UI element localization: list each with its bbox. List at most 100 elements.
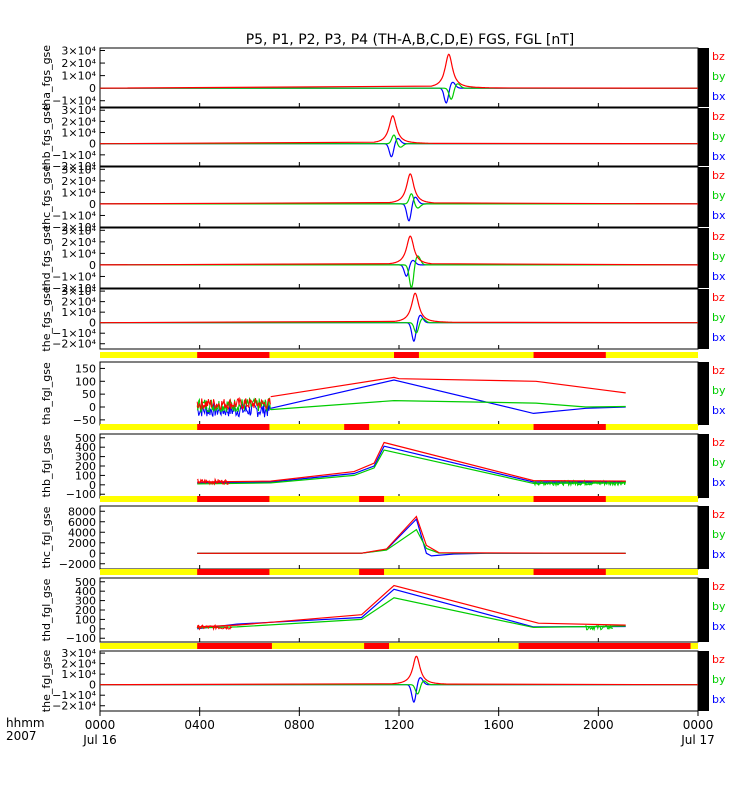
legend-bx: bx [712,150,726,163]
panel-side-strip [698,506,709,569]
mode-bar-background [100,496,698,502]
series-bz-noise [196,396,271,411]
series-by [197,449,626,485]
y-tick-label: 400 [75,585,96,598]
panel-frame [99,288,699,350]
legend-by: by [712,600,726,613]
panel-side-strip [698,578,709,642]
legend-bx: bx [712,90,726,103]
y-tick-label: −100 [66,488,96,501]
y-tick-label: 0 [89,623,96,636]
start-date-label: Jul 16 [82,733,117,747]
y-axis-label: the_fgl_gse [40,650,53,713]
y-tick-label: 1×10⁴ [61,127,96,140]
time-tick-label: 1600 [483,718,514,732]
y-axis-label: thb_fgs_gse [40,104,53,170]
series-bz [197,515,626,554]
series-bz [99,235,699,266]
mode-bar-segment [359,569,385,575]
thb-mode-bar [100,424,698,430]
legend-by: by [712,130,726,143]
y-tick-label: 2×10⁴ [61,236,96,249]
legend-bx: bx [712,331,726,344]
series-bz [99,292,699,324]
panel-frame [99,650,699,712]
y-tick-label: 500 [75,576,96,589]
time-axis-year-label: 2007 [6,729,37,743]
y-tick-label: −1×10⁴ [52,689,96,702]
y-tick-label: 3×10⁴ [61,224,96,237]
series-by [100,193,698,209]
y-tick-label: 3×10⁴ [61,104,96,117]
legend-bz: bz [712,169,725,182]
legend-by: by [712,311,726,324]
time-tick-label: 0800 [284,718,315,732]
mode-bar-segment [533,352,606,358]
y-axis-label: thd_fgs_gse [40,225,53,291]
series-bz [197,441,626,483]
mode-bar-segment [533,569,606,575]
y-tick-label: 300 [75,595,96,608]
legend-bx: bx [712,548,726,561]
y-axis-label: thc_fgs_gse [40,165,53,230]
mode-bar-background [100,643,698,649]
time-tick-label: 0400 [184,718,215,732]
legend-bz: bz [712,110,725,123]
series-bx [270,379,626,415]
y-tick-label: 0 [89,317,96,330]
mode-bar-segment [197,496,270,502]
mode-bar-segment [197,643,272,649]
series-bz-noise [196,623,233,631]
series-bz [270,376,626,398]
y-tick-label: 0 [89,401,96,414]
legend-bz: bz [712,230,725,243]
y-tick-label: 0 [89,259,96,272]
series-bz [99,115,699,145]
mode-bars [100,352,698,649]
y-tick-label: −50 [73,414,96,427]
mode-bar-segment [394,352,419,358]
y-axis-label: tha_fgs_gse [40,45,53,110]
legend-bz: bz [712,653,725,666]
legend-by: by [712,189,726,202]
legend-bx: bx [712,270,726,283]
series-by [100,317,698,334]
legend-by: by [712,70,726,83]
y-tick-label: 0 [89,547,96,560]
legend-bz: bz [712,508,725,521]
time-axis: hhmm 2007 Jul 16 Jul 17 0000 0400 0800 1200… [6,711,715,747]
y-tick-label: 200 [75,460,96,473]
legend-bx: bx [712,476,726,489]
mode-bar-segment [533,496,606,502]
y-tick-label: 1×10⁴ [61,306,96,319]
y-tick-label: 100 [75,469,96,482]
series-bz [99,655,699,686]
legend-bx: bx [712,404,726,417]
mode-bar-background [100,424,698,430]
y-tick-label: 8000 [68,505,96,518]
thd-mode-bar [100,569,698,575]
y-tick-label: −2×10⁴ [52,282,96,295]
legend-by: by [712,384,726,397]
time-tick-label: 1200 [384,718,415,732]
y-tick-label: 2×10⁴ [61,115,96,128]
series-bz-noise [196,477,230,486]
legend-bz: bz [712,291,725,304]
y-tick-label: 0 [89,479,96,492]
plot-title: P5, P1, P2, P3, P4 (TH-A,B,C,D,E) FGS, F… [246,32,575,48]
y-tick-label: 100 [75,375,96,388]
tha-mode-bar [100,352,698,358]
series-bz [99,53,699,89]
time-tick-label: 2000 [583,718,614,732]
legend-bz: bz [712,50,725,63]
y-tick-label: 200 [75,604,96,617]
y-tick-label: −2×10⁴ [52,160,96,173]
